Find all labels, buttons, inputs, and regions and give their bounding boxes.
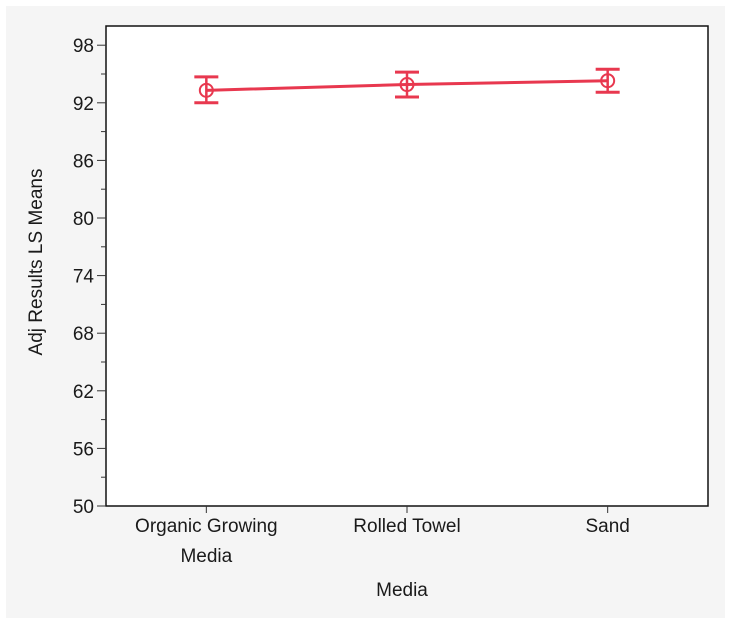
y-tick-label: 98 (73, 36, 94, 57)
x-axis-title: Media (376, 580, 428, 601)
data-point (600, 73, 616, 89)
y-tick-label: 62 (73, 382, 94, 403)
y-tick-label: 50 (73, 497, 94, 518)
y-tick-label: 74 (73, 267, 95, 288)
x-tick-label: Organic Growing Media (135, 516, 278, 567)
y-tick-label: 68 (73, 324, 94, 345)
data-point (198, 82, 214, 98)
data-point (399, 77, 415, 93)
y-tick-label: 80 (73, 209, 94, 230)
plot-frame (105, 25, 709, 507)
y-tick-label: 56 (73, 439, 94, 460)
y-axis-title: Adj Results LS Means (26, 169, 47, 356)
y-tick-label: 86 (73, 151, 94, 172)
x-tick-label: Rolled Towel (353, 516, 460, 537)
y-tick-label: 92 (73, 94, 94, 115)
x-tick-label: Sand (585, 516, 629, 537)
